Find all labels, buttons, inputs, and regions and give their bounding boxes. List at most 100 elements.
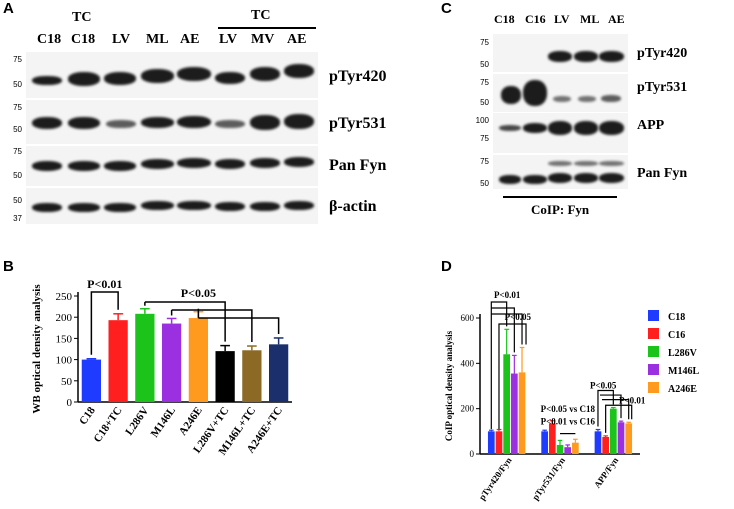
significance-bracket: [498, 323, 527, 430]
significance-label: P<0.05 vs C18: [541, 404, 596, 414]
significance-label: P<0.05: [590, 380, 617, 390]
significance-bracket: [491, 313, 523, 345]
panel-letter-b: B: [3, 258, 14, 275]
significance-bracket: [601, 399, 630, 420]
significance-bracket: [597, 389, 614, 427]
bar: [215, 351, 235, 402]
x-tick-label: M146L: [149, 405, 178, 440]
mw-marker: 75: [13, 147, 22, 156]
coip-row-ptyr531: [493, 74, 628, 112]
bar: [511, 373, 518, 454]
y-tick-label: 0: [470, 449, 475, 459]
coip-row-ptyr420: [493, 34, 628, 72]
mw-marker: 50: [13, 171, 22, 180]
legend-label: C16: [668, 330, 685, 341]
lane-label: C18: [37, 32, 62, 47]
y-tick-label: 200: [56, 312, 73, 324]
blot-label: pTyr420: [329, 68, 387, 85]
legend-label: C18: [668, 312, 685, 323]
bar: [268, 344, 289, 402]
significance-bracket: [171, 309, 253, 343]
y-tick-label: 0: [67, 397, 73, 409]
y-axis-label: CoIP optical density analysis: [444, 330, 454, 441]
significance-label: P<0.01: [619, 396, 646, 406]
bar: [495, 431, 503, 454]
significance-label: P<0.05: [181, 286, 216, 300]
bar: [594, 431, 602, 454]
bar: [609, 408, 617, 454]
mw-marker: 37: [13, 214, 22, 223]
x-tick-label: APP/Fyn: [592, 455, 620, 489]
coip-footer: CoIP: Fyn: [531, 202, 590, 217]
blot-label: pTyr420: [637, 46, 688, 61]
mw-marker: 75: [480, 38, 489, 47]
legend-swatch: [648, 346, 659, 357]
blot-row-pan-fyn: [26, 146, 318, 186]
mw-marker: 50: [13, 125, 22, 134]
lane-label: ML: [580, 12, 600, 26]
legend-swatch: [648, 364, 659, 375]
legend-label: A246E: [668, 384, 697, 395]
mw-marker: 75: [13, 55, 22, 64]
lane-label: C16: [525, 12, 546, 26]
mw-marker: 100: [475, 116, 489, 125]
bar: [602, 437, 609, 454]
significance-bracket: [90, 291, 119, 355]
blot-row-beta-actin: [26, 188, 318, 224]
lane-label: LV: [112, 32, 131, 47]
mw-marker: 50: [480, 98, 489, 107]
significance-label: P<0.01: [494, 290, 521, 300]
significance-bracket: [599, 394, 622, 419]
chart-d: 0 200 400 600 CoIP optical density analysis p…: [444, 290, 699, 502]
bar: [81, 359, 102, 402]
blot-label: Pan Fyn: [329, 157, 387, 174]
x-tick-label: A246E: [177, 405, 205, 438]
bar: [625, 423, 633, 454]
legend-swatch: [648, 328, 659, 339]
significance-bracket: [144, 301, 226, 342]
x-tick-label: pTyr531/Fyn: [530, 455, 567, 502]
panel-letter-a: A: [3, 0, 14, 17]
y-axis-label: WB optical density analysis: [31, 284, 43, 414]
y-tick-label: 250: [56, 291, 73, 303]
y-tick-label: 50: [61, 376, 73, 388]
significance-bracket: [491, 307, 515, 353]
mw-marker: 75: [480, 134, 489, 143]
mw-marker: 75: [480, 157, 489, 166]
lane-label: C18: [71, 32, 96, 47]
mw-marker: 50: [13, 80, 22, 89]
legend-label: L286V: [668, 348, 698, 359]
lane-label: AE: [180, 32, 200, 47]
bar: [242, 350, 262, 402]
blot-label: β-actin: [329, 198, 377, 215]
blot-label: APP: [637, 118, 665, 133]
bar: [564, 447, 572, 454]
coip-row-app: [493, 113, 628, 153]
mw-marker: 50: [480, 60, 489, 69]
x-tick-label: pTyr420/Fyn: [477, 455, 514, 502]
bar: [108, 320, 128, 402]
x-tick-label: C18: [77, 404, 98, 427]
mw-marker: 75: [13, 103, 22, 112]
bar: [503, 354, 511, 454]
lane-label: AE: [608, 12, 625, 26]
significance-label: P<0.01: [87, 277, 122, 291]
lane-label: MV: [251, 32, 275, 47]
blot-label: Pan Fyn: [637, 166, 688, 181]
blot-row-ptyr531: [26, 100, 318, 144]
y-tick-label: 600: [461, 313, 475, 323]
y-tick-label: 150: [56, 333, 73, 345]
lane-label: ML: [146, 32, 169, 47]
bar: [487, 431, 495, 454]
mw-marker: 50: [13, 196, 22, 205]
y-tick-label: 200: [461, 404, 475, 414]
tc-header-left: TC: [72, 10, 92, 25]
tc-header-right: TC: [251, 8, 271, 23]
blot-label: pTyr531: [637, 80, 688, 95]
significance-label: P<0.05: [505, 312, 532, 322]
lane-label: AE: [287, 32, 307, 47]
lane-label: C18: [494, 12, 515, 26]
bar: [617, 422, 625, 454]
chart-b: 0 50 100 150 200 250 WB optical density analys…: [31, 277, 292, 457]
coip-underline: [503, 196, 617, 198]
